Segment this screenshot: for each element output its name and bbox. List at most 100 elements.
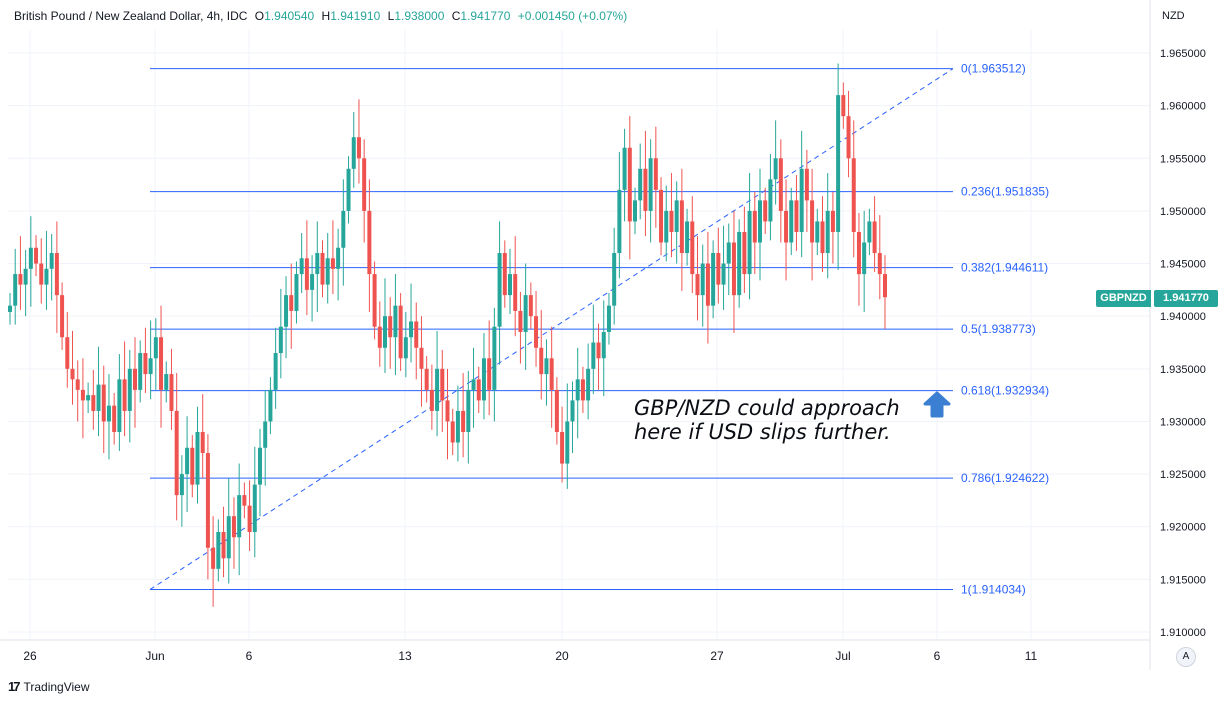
fibonacci-retracement[interactable]: 0(1.963512) 0.236(1.951835) 0.382(1.944611… <box>149 62 1049 597</box>
candle-body <box>226 516 231 559</box>
candle-body <box>106 405 111 422</box>
candle-body <box>409 321 414 338</box>
annotation-line-2: here if USD slips further. <box>634 420 891 444</box>
candle-body <box>117 379 122 432</box>
fib-level-label: 0.382(1.944611) <box>961 261 1048 275</box>
candle <box>570 381 575 454</box>
candle-body <box>429 389 434 411</box>
candle-body <box>804 168 809 201</box>
candle <box>96 346 101 437</box>
candle-body <box>643 168 648 211</box>
low-value: 1.938000 <box>394 9 445 23</box>
candle-body <box>508 274 512 296</box>
candle <box>633 187 637 235</box>
x-tick-label: 13 <box>398 649 412 663</box>
candle <box>356 99 361 184</box>
candle <box>75 360 80 422</box>
candle-body <box>174 410 179 496</box>
x-tick-label: 26 <box>23 649 37 663</box>
candle <box>851 120 856 258</box>
candle <box>289 263 294 349</box>
candle-body <box>481 358 486 401</box>
candle <box>200 394 205 479</box>
candle-body <box>112 405 117 432</box>
candle <box>148 320 153 400</box>
candle <box>565 383 570 489</box>
candle <box>461 373 466 458</box>
candle <box>49 234 54 301</box>
candle-body <box>372 274 377 327</box>
candle <box>205 434 210 580</box>
close-label: C <box>451 9 461 23</box>
open-label: O <box>254 9 265 23</box>
candle-body <box>518 310 523 332</box>
candle <box>768 154 773 241</box>
currency-label: NZD <box>1162 10 1185 22</box>
candle <box>174 373 179 521</box>
candle-body <box>450 421 455 443</box>
candle <box>28 216 33 307</box>
candle <box>549 326 554 428</box>
chart-header: British Pound / New Zealand Dollar, 4h, … <box>14 9 631 23</box>
candle-body <box>148 358 153 375</box>
candle-body <box>612 253 617 306</box>
candle <box>101 365 106 454</box>
candle <box>466 370 471 464</box>
y-tick-label: 1.945000 <box>1160 259 1206 271</box>
candle-body <box>711 253 716 306</box>
candle <box>544 339 549 406</box>
candle-body <box>34 247 39 264</box>
candle-body <box>789 200 794 243</box>
candle-body <box>315 253 320 275</box>
candle-body <box>560 431 565 464</box>
y-tick-label: 1.920000 <box>1160 522 1206 534</box>
candle-body <box>784 210 789 243</box>
candle-body <box>362 158 367 211</box>
candle <box>695 236 700 321</box>
candle-body <box>138 353 143 390</box>
candle <box>367 179 372 312</box>
candle <box>117 354 122 451</box>
candle-body <box>356 137 361 159</box>
candle-body <box>841 95 846 117</box>
candle <box>627 116 632 260</box>
candle-body <box>705 263 710 306</box>
candle <box>653 126 658 228</box>
candle-body <box>690 221 695 275</box>
candle <box>799 130 804 258</box>
candle-body <box>586 368 591 401</box>
candle-body <box>679 200 684 254</box>
candle-body <box>398 305 403 359</box>
candle <box>617 151 622 279</box>
high-value: 1.941910 <box>330 9 381 23</box>
candle <box>393 274 398 376</box>
candle <box>18 236 23 310</box>
candle-body <box>737 231 742 296</box>
candle-body <box>539 347 544 375</box>
candle-body <box>351 137 356 169</box>
candle-body <box>752 210 757 243</box>
candle-body <box>883 274 887 298</box>
auto-scale-button[interactable]: A <box>1176 647 1196 667</box>
candle-body <box>284 295 289 327</box>
candle <box>429 364 434 430</box>
candle-body <box>294 274 299 311</box>
candle-body <box>742 231 747 275</box>
y-tick-label: 1.925000 <box>1160 469 1206 481</box>
candle-body <box>617 189 622 254</box>
candle-body <box>258 447 262 485</box>
candle-body <box>231 516 236 538</box>
candle <box>424 356 429 403</box>
candle-body <box>211 547 216 569</box>
candle-body <box>669 210 674 232</box>
candle-body <box>200 431 205 454</box>
candle <box>221 506 226 578</box>
tradingview-logo[interactable]: 17 TradingView <box>8 679 90 694</box>
candle <box>575 347 580 439</box>
candle-body <box>320 253 325 285</box>
candle <box>664 185 669 262</box>
candle <box>310 255 315 322</box>
candle-body <box>54 253 59 296</box>
candle <box>830 191 835 264</box>
